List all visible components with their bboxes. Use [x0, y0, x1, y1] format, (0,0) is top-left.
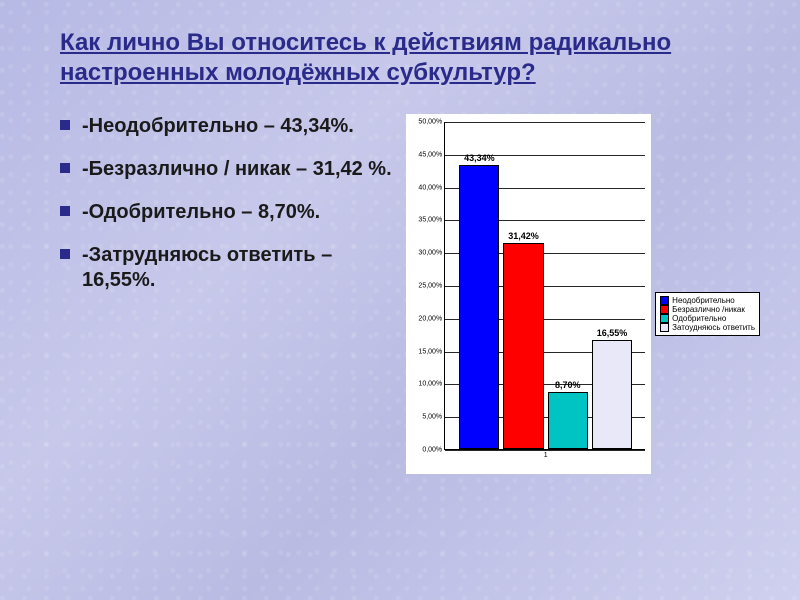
chart-y-tick-label: 45,00%	[418, 151, 445, 158]
chart-bar	[592, 340, 632, 449]
chart-y-tick-label: 0,00%	[422, 447, 445, 454]
bar-chart: 0,00% 5,00% 10,00% 15,00% 20,00% 25,00% 30,00%…	[406, 114, 651, 474]
chart-bar	[548, 392, 588, 449]
chart-plot: 0,00%5,00%10,00%15,00%20,00%25,00%30,00%…	[444, 122, 645, 450]
legend-label: Одобрительно	[672, 314, 726, 323]
chart-y-tick-label: 35,00%	[418, 217, 445, 224]
legend-item: Затоудняюсь ответить	[660, 323, 755, 332]
legend-label: Безразлично /никак	[672, 305, 745, 314]
chart-gridline	[445, 122, 645, 123]
bullet-item: -Затрудняюсь ответить – 16,55%.	[60, 243, 396, 293]
legend-item: Одобрительно	[660, 314, 755, 323]
chart-y-tick-label: 5,00%	[422, 414, 445, 421]
legend-item: Неодобрительно	[660, 296, 755, 305]
legend-swatch	[660, 305, 669, 314]
chart-x-category-label: 1	[544, 449, 548, 459]
chart-y-tick-label: 15,00%	[418, 348, 445, 355]
chart-data-label: 31,42%	[508, 231, 539, 241]
chart-y-tick-label: 10,00%	[418, 381, 445, 388]
chart-bar	[503, 243, 543, 449]
legend-item: Безразлично /никак	[660, 305, 755, 314]
legend-label: Затоудняюсь ответить	[672, 323, 755, 332]
slide-content: -Неодобрительно – 43,34%. -Безразлично /…	[60, 114, 760, 474]
legend-label: Неодобрительно	[672, 296, 735, 305]
chart-bar	[459, 165, 499, 449]
slide-title: Как лично Вы относитесь к действиям ради…	[60, 28, 760, 88]
legend-swatch	[660, 296, 669, 305]
bullet-item: -Одобрительно – 8,70%.	[60, 200, 396, 225]
bullet-item: -Неодобрительно – 43,34%.	[60, 114, 396, 139]
chart-data-label: 8,70%	[555, 380, 581, 390]
chart-data-label: 43,34%	[464, 153, 495, 163]
bullet-item: -Безразлично / никак – 31,42 %.	[60, 157, 396, 182]
chart-y-tick-label: 30,00%	[418, 250, 445, 257]
chart-y-tick-label: 40,00%	[418, 184, 445, 191]
chart-area: 0,00% 5,00% 10,00% 15,00% 20,00% 25,00% 30,00%…	[406, 114, 760, 474]
chart-y-tick-label: 50,00%	[418, 119, 445, 126]
legend-swatch	[660, 314, 669, 323]
chart-y-tick-label: 25,00%	[418, 283, 445, 290]
chart-legend: НеодобрительноБезразлично /никакОдобрите…	[655, 292, 760, 337]
legend-swatch	[660, 323, 669, 332]
bullet-list: -Неодобрительно – 43,34%. -Безразлично /…	[60, 114, 396, 311]
slide: Как лично Вы относитесь к действиям ради…	[0, 0, 800, 600]
chart-data-label: 16,55%	[597, 328, 628, 338]
chart-y-tick-label: 20,00%	[418, 315, 445, 322]
